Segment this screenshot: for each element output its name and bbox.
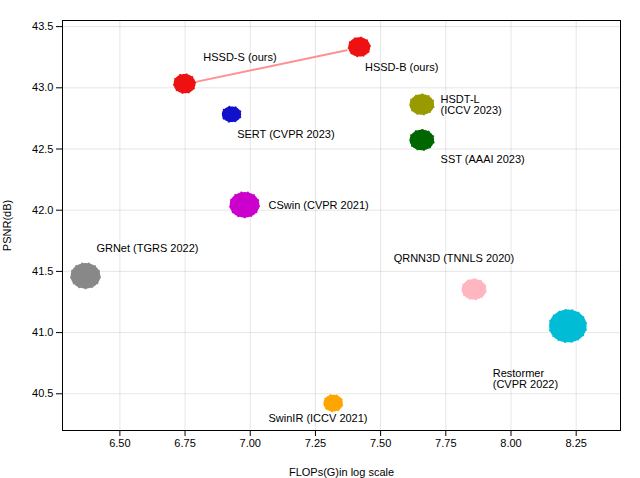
svg-text:QRNN3D (TNNLS 2020): QRNN3D (TNNLS 2020) (394, 252, 514, 264)
svg-text:FLOPs(G)in log scale: FLOPs(G)in log scale (289, 466, 394, 478)
svg-text:43.5: 43.5 (32, 20, 53, 32)
svg-text:43.0: 43.0 (32, 81, 53, 93)
svg-text:8.00: 8.00 (500, 437, 521, 449)
svg-text:CSwin (CVPR 2021): CSwin (CVPR 2021) (268, 199, 368, 211)
svg-text:SwinIR (ICCV 2021): SwinIR (ICCV 2021) (268, 412, 367, 424)
svg-text:HSSD-B (ours): HSSD-B (ours) (365, 61, 438, 73)
svg-text:40.5: 40.5 (32, 387, 53, 399)
svg-text:7.50: 7.50 (370, 437, 391, 449)
svg-text:7.25: 7.25 (305, 437, 326, 449)
svg-text:41.5: 41.5 (32, 265, 53, 277)
svg-text:42.0: 42.0 (32, 204, 53, 216)
svg-text:6.50: 6.50 (109, 437, 130, 449)
svg-text:HSSD-S (ours): HSSD-S (ours) (203, 51, 276, 63)
svg-text:SST (AAAI 2023): SST (AAAI 2023) (441, 153, 525, 165)
svg-text:Restormer(CVPR 2022): Restormer(CVPR 2022) (493, 367, 558, 390)
svg-text:42.5: 42.5 (32, 143, 53, 155)
svg-text:SERT (CVPR 2023): SERT (CVPR 2023) (237, 128, 334, 140)
svg-text:HSDT-L(ICCV 2023): HSDT-L(ICCV 2023) (441, 93, 502, 116)
svg-text:7.75: 7.75 (435, 437, 456, 449)
svg-text:6.75: 6.75 (174, 437, 195, 449)
svg-text:8.25: 8.25 (565, 437, 586, 449)
svg-text:PSNR(dB): PSNR(dB) (1, 200, 13, 251)
svg-text:41.0: 41.0 (32, 326, 53, 338)
svg-text:7.00: 7.00 (240, 437, 261, 449)
svg-text:GRNet (TGRS 2022): GRNet (TGRS 2022) (96, 242, 198, 254)
